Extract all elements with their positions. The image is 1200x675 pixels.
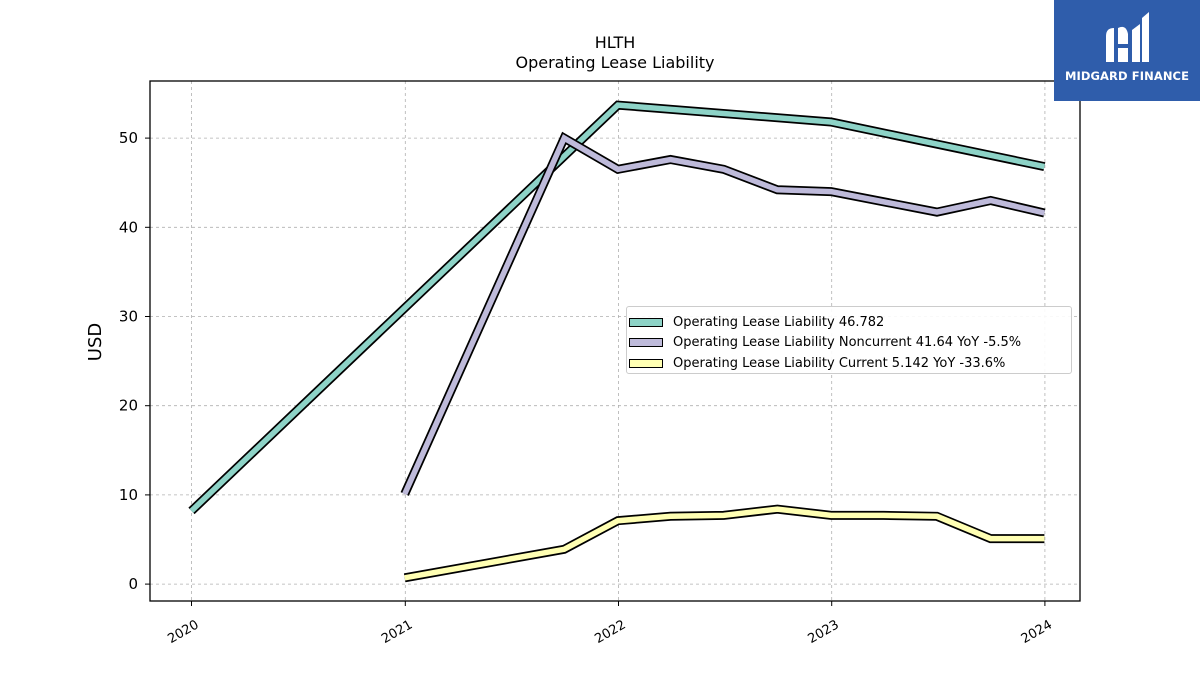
x-tick-label: 2024 <box>1019 617 1055 647</box>
legend-item-current: Operating Lease Liability Current 5.142 … <box>627 353 1071 374</box>
brand-logo: MIDGARD FINANCE <box>1054 0 1200 101</box>
series-stroke <box>402 134 1046 496</box>
legend: Operating Lease Liability 46.782 Operati… <box>626 306 1072 374</box>
y-tick-label: 50 <box>119 129 138 147</box>
legend-label-total: Operating Lease Liability 46.782 <box>673 314 885 330</box>
logo-mark-icon <box>1106 12 1149 62</box>
x-tick-label: 2021 <box>379 617 415 647</box>
series-line-2 <box>403 504 1045 583</box>
chart-subtitle: Operating Lease Liability <box>515 53 714 72</box>
chart-title: HLTH <box>595 33 636 52</box>
y-tick-label: 20 <box>119 397 138 415</box>
y-tick-label: 30 <box>119 308 138 326</box>
series-stroke <box>404 506 1045 581</box>
legend-label-current: Operating Lease Liability Current 5.142 … <box>673 355 1006 371</box>
series-stroke <box>189 102 1045 513</box>
legend-swatch-total <box>629 317 663 327</box>
x-tick-label: 2020 <box>165 617 201 647</box>
series-line-0 <box>188 100 1046 515</box>
y-tick-label: 0 <box>128 575 138 593</box>
logo-text: MIDGARD FINANCE <box>1064 69 1190 83</box>
legend-item-total: Operating Lease Liability 46.782 <box>627 312 1071 333</box>
y-tick-label: 10 <box>119 486 138 504</box>
y-tick-label: 40 <box>119 218 138 236</box>
y-axis-label: USD <box>85 323 106 361</box>
legend-item-noncurrent: Operating Lease Liability Noncurrent 41.… <box>627 333 1071 354</box>
series-layer <box>188 100 1046 583</box>
plot-frame <box>149 80 1081 602</box>
x-tick-label: 2022 <box>592 617 628 647</box>
series-line-1 <box>400 131 1046 496</box>
legend-swatch-current <box>629 358 663 368</box>
x-tick-label: 2023 <box>806 617 842 647</box>
legend-swatch-noncurrent <box>629 338 663 348</box>
legend-label-noncurrent: Operating Lease Liability Noncurrent 41.… <box>673 335 1022 351</box>
